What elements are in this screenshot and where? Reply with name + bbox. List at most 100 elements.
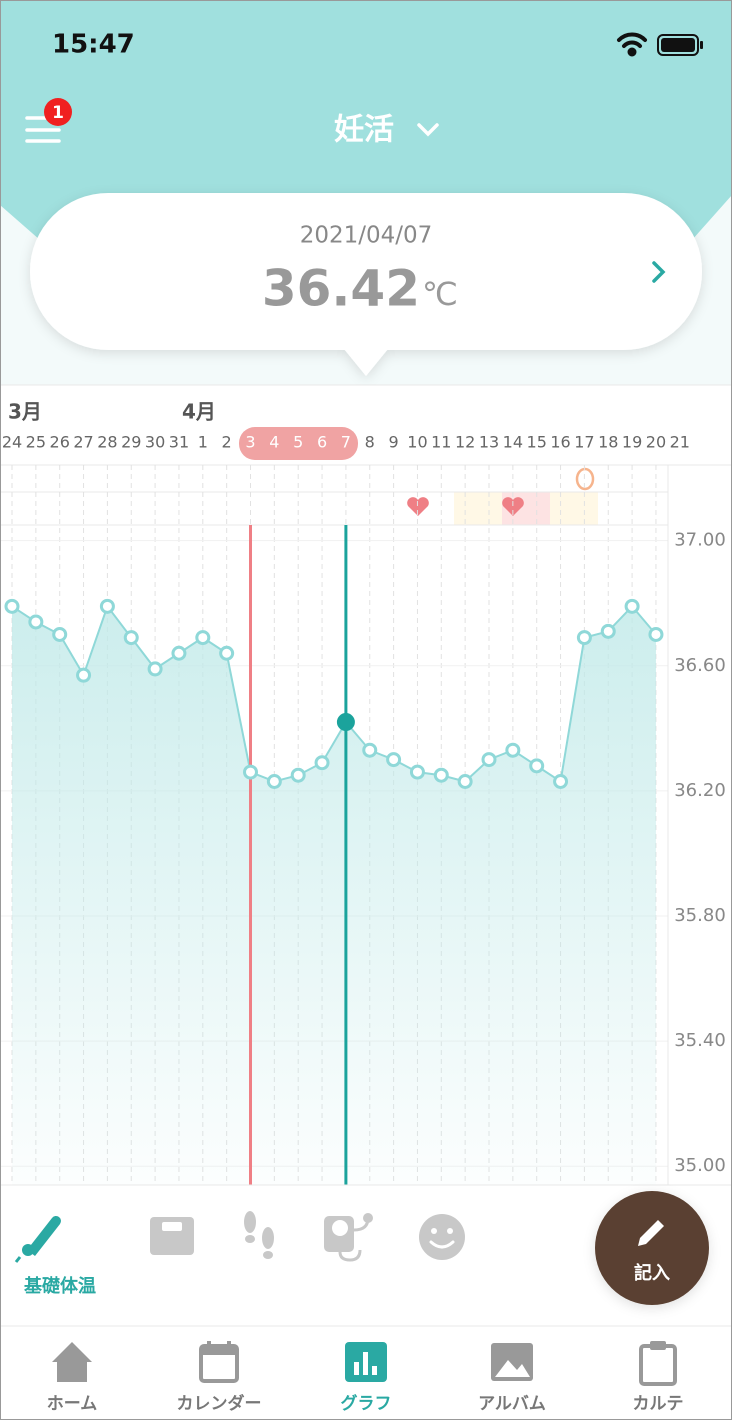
summary-temperature: 36.42 bbox=[262, 260, 420, 318]
point bbox=[243, 764, 258, 780]
point bbox=[314, 755, 330, 771]
nav-label[interactable]: ホーム bbox=[47, 1394, 98, 1414]
point bbox=[624, 598, 640, 614]
nav-home-icon[interactable] bbox=[52, 1342, 92, 1382]
thermometer-tool[interactable] bbox=[14, 1216, 61, 1263]
point bbox=[28, 614, 44, 630]
month-label: 4月 bbox=[182, 400, 216, 424]
summary-unit: ℃ bbox=[422, 275, 458, 313]
point bbox=[386, 752, 402, 768]
day-label: 4 bbox=[269, 433, 279, 452]
month-label: 3月 bbox=[8, 400, 42, 424]
day-label: 15 bbox=[527, 433, 547, 452]
nav-calendar-icon[interactable] bbox=[199, 1341, 239, 1383]
badge-count: 1 bbox=[52, 103, 64, 123]
point bbox=[457, 773, 473, 789]
mood-tool[interactable] bbox=[419, 1214, 465, 1260]
day-label: 9 bbox=[389, 433, 399, 452]
point bbox=[99, 598, 115, 614]
day-label: 13 bbox=[479, 433, 499, 452]
point bbox=[433, 767, 449, 783]
nav-label[interactable]: アルバム bbox=[478, 1394, 546, 1414]
nav-label[interactable]: カルテ bbox=[633, 1394, 684, 1414]
bottom-nav: ホーム カレンダー グラフ アルバム カルテ bbox=[47, 1393, 684, 1414]
point bbox=[52, 626, 68, 642]
record-label[interactable]: 記入 bbox=[634, 1262, 670, 1284]
date-strip bbox=[0, 385, 732, 465]
y-tick-label: 35.00 bbox=[674, 1155, 726, 1176]
point bbox=[362, 742, 378, 758]
day-label: 21 bbox=[670, 433, 690, 452]
day-label: 27 bbox=[73, 433, 93, 452]
title-chevron[interactable] bbox=[417, 123, 439, 137]
period-pill bbox=[239, 427, 358, 460]
battery-icon bbox=[657, 34, 703, 56]
nav-label[interactable]: カレンダー bbox=[177, 1393, 262, 1414]
day-label: 8 bbox=[365, 433, 375, 452]
area bbox=[12, 606, 656, 1185]
day-label: 26 bbox=[50, 433, 70, 452]
point bbox=[409, 764, 425, 780]
point bbox=[76, 667, 92, 683]
day-label: 16 bbox=[550, 433, 570, 452]
blood-pressure-tool[interactable] bbox=[324, 1213, 373, 1262]
nav-label[interactable]: グラフ bbox=[341, 1393, 392, 1414]
plot-area bbox=[0, 465, 668, 1185]
point bbox=[529, 758, 545, 774]
nav-graph-icon[interactable] bbox=[345, 1342, 387, 1382]
y-tick-label: 35.40 bbox=[674, 1030, 726, 1051]
day-label: 6 bbox=[317, 433, 327, 452]
point bbox=[648, 626, 664, 642]
day-label: 2 bbox=[222, 433, 232, 452]
day-label: 19 bbox=[622, 433, 642, 452]
scale-tool[interactable] bbox=[150, 1217, 194, 1255]
series bbox=[11, 604, 657, 1185]
day-label: 18 bbox=[598, 433, 618, 452]
day-label: 29 bbox=[121, 433, 141, 452]
point bbox=[147, 661, 163, 677]
egg-icon bbox=[575, 467, 595, 491]
header-title[interactable]: 妊活 bbox=[334, 113, 394, 148]
point bbox=[219, 645, 235, 661]
day-label: 5 bbox=[293, 433, 303, 452]
nav-album-icon[interactable] bbox=[491, 1343, 533, 1381]
day-label: 30 bbox=[145, 433, 165, 452]
day-label: 20 bbox=[646, 433, 666, 452]
day-label: 28 bbox=[97, 433, 117, 452]
point bbox=[290, 767, 306, 783]
steps-tool[interactable] bbox=[244, 1211, 274, 1259]
point bbox=[600, 623, 616, 639]
line bbox=[11, 604, 657, 784]
point bbox=[266, 773, 282, 789]
point bbox=[505, 742, 521, 758]
y-tick-label: 36.20 bbox=[674, 780, 726, 801]
point bbox=[576, 630, 592, 646]
header-bg bbox=[0, 0, 732, 240]
day-label: 14 bbox=[503, 433, 523, 452]
y-tick-label: 35.80 bbox=[674, 905, 726, 926]
summary-card[interactable] bbox=[30, 193, 702, 376]
day-label: 24 bbox=[2, 433, 22, 452]
status-time: 15:47 bbox=[52, 30, 135, 60]
nav-chart-icon[interactable] bbox=[639, 1341, 677, 1386]
summary-date: 2021/04/07 bbox=[300, 223, 433, 249]
heart-icon bbox=[407, 497, 429, 516]
badge bbox=[44, 98, 72, 126]
day-label: 10 bbox=[407, 433, 427, 452]
summary-chevron[interactable] bbox=[652, 261, 666, 283]
y-tick-label: 37.00 bbox=[674, 530, 726, 551]
day-label: 3 bbox=[245, 433, 255, 452]
day-label: 7 bbox=[341, 433, 351, 452]
heart-icon bbox=[502, 497, 524, 516]
record-button[interactable] bbox=[595, 1191, 709, 1305]
day-label: 12 bbox=[455, 433, 475, 452]
point bbox=[481, 752, 497, 768]
tool-label[interactable]: 基礎体温 bbox=[23, 1275, 96, 1297]
point bbox=[195, 630, 211, 646]
day-label: 31 bbox=[169, 433, 189, 452]
day-label: 17 bbox=[574, 433, 594, 452]
point bbox=[123, 630, 139, 646]
y-tick-label: 36.60 bbox=[674, 655, 726, 676]
wifi-icon bbox=[617, 32, 647, 57]
